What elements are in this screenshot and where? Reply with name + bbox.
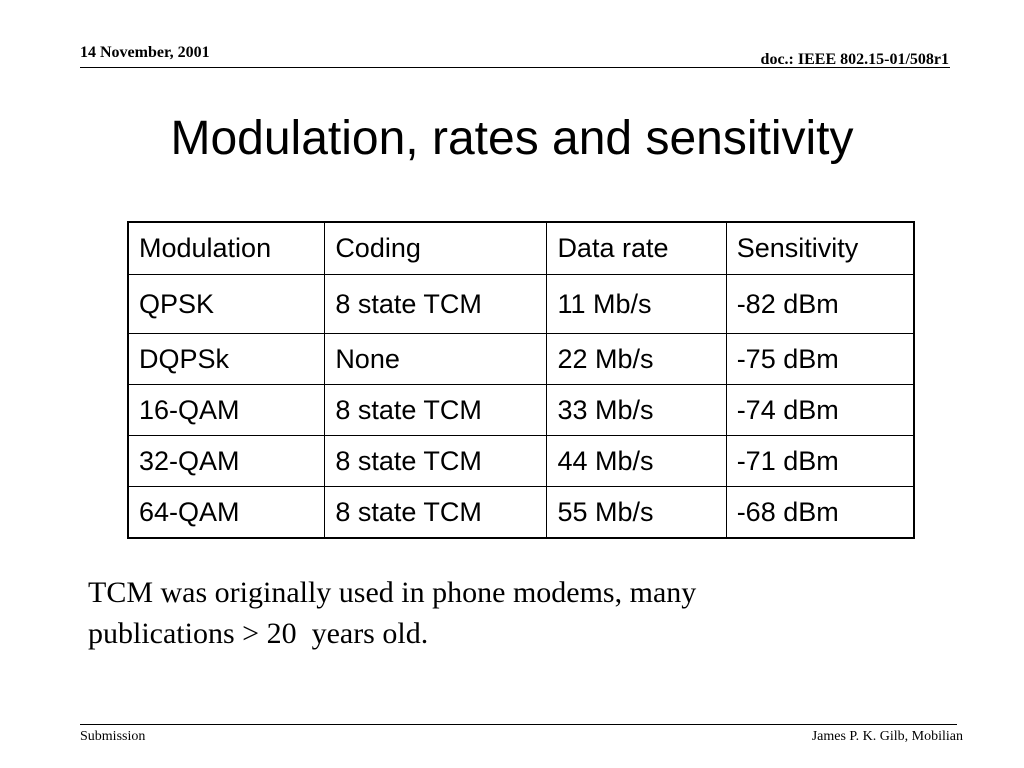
footer-divider	[80, 724, 957, 725]
table-cell: DQPSk	[127, 333, 326, 385]
table-cell: 33 Mb/s	[546, 384, 727, 436]
note-line: publications > 20 years old.	[88, 617, 429, 650]
header-doc-id: doc.: IEEE 802.15-01/508r1	[760, 51, 949, 68]
column-header-data-rate: Data rate	[546, 221, 727, 275]
table-cell: 11 Mb/s	[546, 274, 727, 334]
column-header-coding: Coding	[324, 221, 548, 275]
table-row: 64-QAM 8 state TCM 55 Mb/s -68 dBm	[127, 486, 915, 539]
table-cell: -82 dBm	[725, 274, 915, 334]
column-header-modulation: Modulation	[127, 221, 326, 275]
table-cell: 55 Mb/s	[546, 486, 727, 539]
table-cell: 16-QAM	[127, 384, 326, 436]
column-header-sensitivity: Sensitivity	[725, 221, 915, 275]
table-cell: -74 dBm	[725, 384, 915, 436]
note-text: TCM was originally used in phone modems,…	[88, 572, 848, 654]
table-header-row: Modulation Coding Data rate Sensitivity	[127, 221, 915, 275]
table-row: 32-QAM 8 state TCM 44 Mb/s -71 dBm	[127, 435, 915, 487]
table-row: QPSK 8 state TCM 11 Mb/s -82 dBm	[127, 274, 915, 334]
note-line: TCM was originally used in phone modems,…	[88, 576, 697, 609]
table-cell: 64-QAM	[127, 486, 326, 539]
table-cell: 8 state TCM	[324, 384, 548, 436]
table-cell: -68 dBm	[725, 486, 915, 539]
table-cell: 32-QAM	[127, 435, 326, 487]
slide-title: Modulation, rates and sensitivity	[170, 112, 854, 165]
table-row: DQPSk None 22 Mb/s -75 dBm	[127, 333, 915, 385]
modulation-table: Modulation Coding Data rate Sensitivity …	[127, 221, 915, 539]
table-cell: 8 state TCM	[324, 435, 548, 487]
table-cell: -75 dBm	[725, 333, 915, 385]
table-cell: 8 state TCM	[324, 486, 548, 539]
table-cell: 22 Mb/s	[546, 333, 727, 385]
table-cell: -71 dBm	[725, 435, 915, 487]
table-cell: None	[324, 333, 548, 385]
table-cell: QPSK	[127, 274, 326, 334]
table-row: 16-QAM 8 state TCM 33 Mb/s -74 dBm	[127, 384, 915, 436]
header-date: 14 November, 2001	[80, 44, 210, 61]
footer-author: James P. K. Gilb, Mobilian	[811, 729, 963, 744]
table-cell: 8 state TCM	[324, 274, 548, 334]
footer-submission: Submission	[80, 729, 146, 744]
table-cell: 44 Mb/s	[546, 435, 727, 487]
header-divider	[80, 67, 950, 68]
